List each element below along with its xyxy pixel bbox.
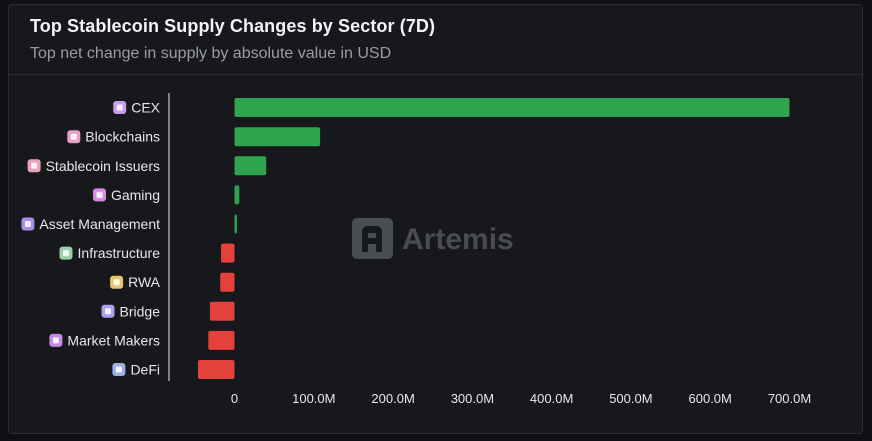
bar-rwa[interactable] xyxy=(220,272,235,292)
gamepad-icon-glyph xyxy=(96,191,103,198)
bar-market-makers[interactable] xyxy=(208,330,235,350)
bar-stablecoin-issuers[interactable] xyxy=(234,156,267,176)
x-tick-label: 500.0M xyxy=(609,391,652,406)
category-label: Stablecoin Issuers xyxy=(46,158,160,174)
category-label: RWA xyxy=(128,274,161,290)
category-labels: CEX Blockchains Stablecoin Issuers Gaming As… xyxy=(21,100,161,378)
bars-group xyxy=(198,98,790,379)
chart-card: Top Stablecoin Supply Changes by Sector … xyxy=(8,4,863,434)
x-tick-label: 400.0M xyxy=(530,391,573,406)
layers-icon-glyph xyxy=(115,366,122,373)
bank-icon-glyph xyxy=(116,104,123,111)
category-label: Market Makers xyxy=(67,332,160,348)
bar-infrastructure[interactable] xyxy=(221,243,235,263)
category-label: DeFi xyxy=(130,362,160,378)
category-label: Infrastructure xyxy=(78,245,161,261)
x-tick-label: 200.0M xyxy=(371,391,414,406)
server-icon-glyph xyxy=(63,250,69,257)
coin-icon-glyph xyxy=(31,162,38,169)
x-tick-label: 700.0M xyxy=(768,391,811,406)
card-header: Top Stablecoin Supply Changes by Sector … xyxy=(9,5,862,75)
briefcase-icon-glyph xyxy=(24,221,31,227)
x-tick-label: 100.0M xyxy=(292,391,335,406)
x-tick-label: 600.0M xyxy=(689,391,732,406)
shop-icon-glyph xyxy=(52,337,59,344)
category-label: Blockchains xyxy=(85,129,160,145)
bar-asset-management[interactable] xyxy=(234,214,237,234)
bar-cex[interactable] xyxy=(234,98,790,117)
chart-title: Top Stablecoin Supply Changes by Sector … xyxy=(30,16,436,36)
bar-defi[interactable] xyxy=(198,360,235,379)
cube-icon-glyph xyxy=(70,133,77,140)
category-label: CEX xyxy=(131,100,160,116)
x-axis-ticks: 0 100.0M 200.0M 300.0M 400.0M 500.0M 600.0M 700… xyxy=(231,391,811,406)
bridge-icon-glyph xyxy=(105,308,111,315)
category-label: Asset Management xyxy=(39,216,160,232)
artemis-watermark: Artemis xyxy=(352,218,514,259)
building-icon-glyph xyxy=(113,279,120,286)
bar-bridge[interactable] xyxy=(209,301,235,321)
watermark-text: Artemis xyxy=(402,223,514,256)
bar-blockchains[interactable] xyxy=(234,127,321,147)
x-tick-label: 300.0M xyxy=(451,391,494,406)
artemis-logo-glyph xyxy=(362,226,382,252)
chart-subtitle: Top net change in supply by absolute val… xyxy=(30,45,392,62)
bar-gaming[interactable] xyxy=(234,185,240,205)
x-tick-label: 0 xyxy=(231,391,238,406)
category-label: Bridge xyxy=(120,303,161,319)
category-label: Gaming xyxy=(111,187,160,203)
